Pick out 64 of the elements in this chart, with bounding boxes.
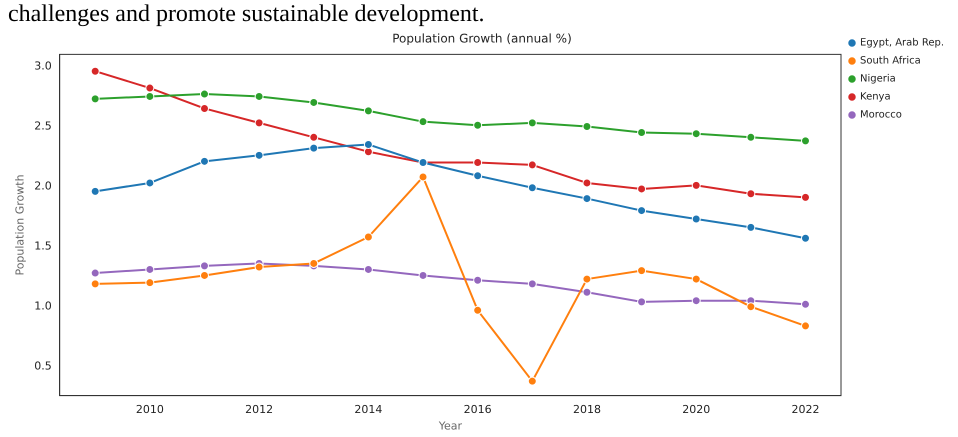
y-tick-label: 2.5 (34, 119, 52, 132)
point (746, 132, 756, 142)
point (746, 302, 756, 312)
y-tick-label: 1.5 (34, 239, 52, 252)
point (746, 189, 756, 198)
point (800, 300, 810, 309)
point (90, 66, 100, 76)
point (473, 276, 482, 285)
x-tick-label: 2022 (791, 403, 820, 416)
point (692, 296, 701, 306)
point (309, 132, 318, 142)
point (637, 297, 646, 306)
x-tick-label: 2020 (682, 403, 710, 416)
point (528, 183, 537, 192)
point (800, 192, 810, 202)
legend-label: South Africa (860, 56, 921, 67)
point (90, 279, 100, 288)
point (364, 106, 373, 116)
x-tick-label: 2014 (354, 403, 382, 416)
point (145, 278, 154, 288)
point (637, 206, 646, 216)
point (528, 376, 537, 386)
x-axis-title: Year (438, 419, 462, 432)
point (746, 222, 756, 232)
legend-label: Morocco (860, 110, 902, 121)
point (582, 194, 592, 204)
point (254, 118, 264, 128)
y-tick-label: 2.0 (34, 179, 52, 192)
legend-label: Egypt, Arab Rep. (860, 38, 944, 49)
x-tick-label: 2012 (245, 403, 274, 416)
point (90, 186, 100, 196)
point (473, 120, 482, 130)
point (364, 140, 373, 150)
y-axis-title: Population Growth (13, 174, 26, 276)
point (692, 274, 701, 284)
point (692, 180, 701, 190)
point (418, 117, 428, 126)
legend-label: Kenya (860, 92, 891, 103)
legend-label: Nigeria (860, 74, 896, 85)
point (473, 171, 482, 180)
point (528, 160, 537, 170)
point (582, 288, 592, 297)
point (200, 156, 209, 166)
x-tick-label: 2010 (136, 403, 164, 416)
point (309, 144, 318, 153)
y-tick-label: 3.0 (34, 59, 52, 72)
point (528, 279, 537, 288)
point (582, 274, 592, 284)
point (528, 118, 537, 128)
point (800, 136, 810, 146)
point (473, 306, 482, 315)
point (200, 261, 209, 270)
point (692, 129, 701, 138)
y-tick-label: 1.0 (34, 300, 52, 313)
point (800, 234, 810, 243)
chart-title: Population Growth (annual %) (392, 31, 572, 46)
point (800, 321, 810, 330)
x-tick-label: 2016 (464, 403, 492, 416)
point (254, 150, 264, 160)
text: challenges and promote sustainable development. (7, 0, 486, 29)
point (90, 94, 100, 104)
y-tick-label: 0.5 (34, 360, 52, 373)
x-tick-label: 2018 (572, 403, 601, 416)
point (637, 266, 646, 276)
